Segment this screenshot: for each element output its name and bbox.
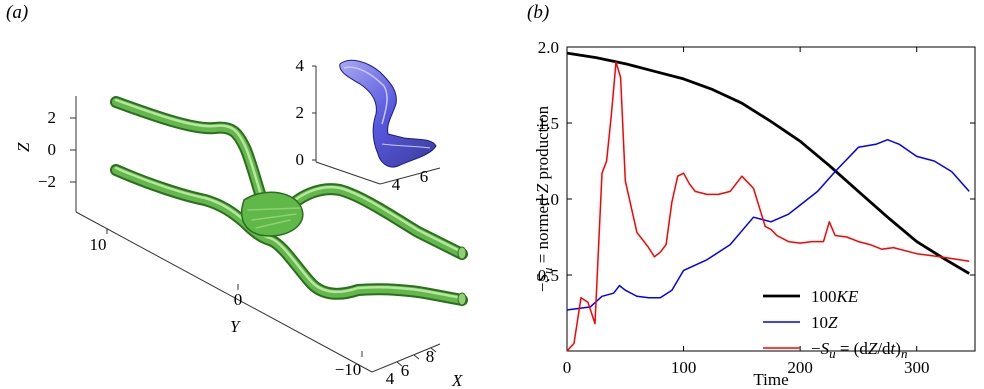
ylabel-production: production <box>533 105 552 183</box>
series-su-line <box>566 61 970 352</box>
x-tick-label: 100 <box>671 358 697 377</box>
ylabel-z: Z <box>533 183 552 193</box>
ylabel-minus: − <box>533 283 552 293</box>
vortex-tube-lower-shade <box>112 166 466 304</box>
plot-frame <box>566 46 976 352</box>
vortex-tube-lower-highlight <box>114 166 464 300</box>
inset-plot: 4 2 0 4 6 <box>296 56 441 194</box>
x-tick-8: 8 <box>426 347 435 366</box>
ylabel-s: S <box>533 274 552 283</box>
tube-end-lower <box>457 292 467 306</box>
vortex-reconnection-region <box>241 191 304 237</box>
x-tick-6: 6 <box>401 361 410 380</box>
series-layer <box>566 51 970 352</box>
panel-a: 2 0 −2 Z 10 0 −10 Y 4 6 8 X <box>14 56 468 389</box>
y-tick-label: 2.0 <box>538 38 559 57</box>
panel-b-label: (b) <box>527 2 550 23</box>
inset-z-tick-2: 2 <box>296 103 305 122</box>
inset-vortex-surface <box>339 59 437 168</box>
y-tick-label: 1.5 <box>538 114 559 133</box>
x-axis-label: X <box>451 371 463 389</box>
y-axis-title: −Su = normed Z production <box>533 105 555 292</box>
y-tick-10: 10 <box>90 235 107 254</box>
legend: 100KE 10Z −Su = (dZ/dt)n <box>763 287 907 361</box>
inset-z-tick-4: 4 <box>296 56 305 75</box>
ylabel-rest: = normed <box>533 193 552 267</box>
ylabel-sub-u: u <box>540 267 555 274</box>
legend-label-su: −Su = (dZ/dt)n <box>811 339 907 361</box>
y-tick-minus10: −10 <box>335 360 362 379</box>
inset-x-tick-6: 6 <box>420 167 429 186</box>
legend-label-ke: 100KE <box>811 287 859 306</box>
tube-end-upper <box>457 246 467 260</box>
y-tick-0: 0 <box>234 290 243 309</box>
z-tick-0: 0 <box>48 140 57 159</box>
series-ke-line <box>566 51 970 275</box>
series-z-line <box>566 138 970 311</box>
panel-b-chart: 0 100 200 300 0.5 1.0 1.5 2.0 Time −Su = norme… <box>533 38 976 389</box>
x-tick-label: 300 <box>904 358 930 377</box>
y-tick-label: 0.5 <box>538 266 559 285</box>
x-axis-title: Time <box>753 370 788 389</box>
inset-z-tick-0: 0 <box>296 150 305 169</box>
inset-x-tick-4: 4 <box>392 175 401 194</box>
panel-a-axes-box <box>70 96 441 373</box>
x-tick-label: 0 <box>563 358 572 377</box>
y-axis-ticks: 0.5 1.0 1.5 2.0 <box>538 38 975 285</box>
x-tick-label: 200 <box>787 358 813 377</box>
x-tick-4: 4 <box>386 369 395 388</box>
y-tick-label: 1.0 <box>538 190 559 209</box>
legend-label-z: 10Z <box>811 313 838 332</box>
vortex-tubes <box>110 96 468 306</box>
z-tick-2: 2 <box>48 108 57 127</box>
panel-a-label: (a) <box>6 2 29 23</box>
z-tick-minus2: −2 <box>38 172 56 191</box>
z-axis-label: Z <box>14 142 33 152</box>
x-axis-ticks: 0 100 200 300 <box>563 47 930 377</box>
y-axis-label: Y <box>230 317 241 336</box>
